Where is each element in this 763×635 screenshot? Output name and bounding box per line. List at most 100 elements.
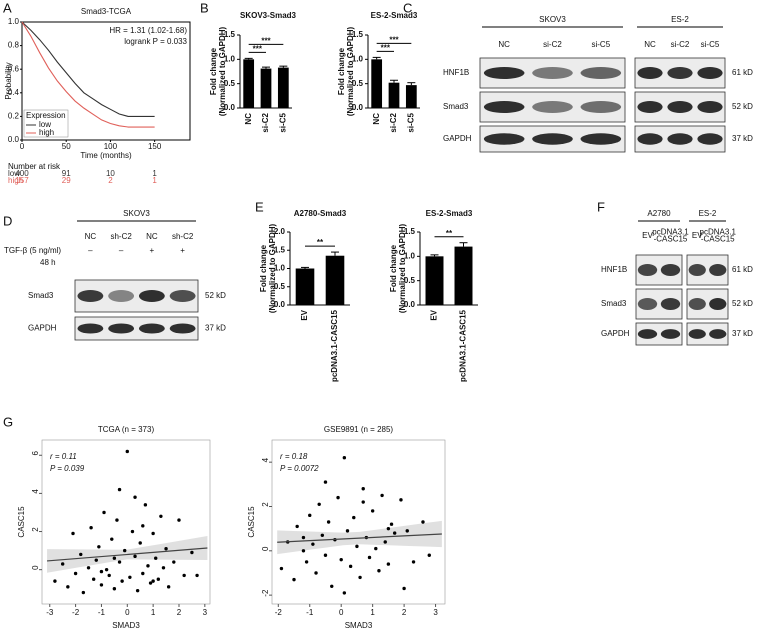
annotation: r = 0.18 [280,452,308,461]
y-axis-label: Fold change [337,47,346,95]
lane-label: EV [692,231,703,240]
point [386,562,391,566]
x-tick-label: si-C2 [261,112,270,132]
point [89,526,93,530]
point [151,531,155,536]
point [323,480,328,484]
point [141,571,145,576]
y-tick-label: 0.0 [224,103,236,112]
blot-band [637,101,663,113]
y-tick-label: 0 [31,565,40,570]
fit-line [277,533,442,543]
x-tick-label: 3 [433,608,438,617]
point [380,493,384,498]
y-tick-label: 2 [261,502,270,507]
x-tick-label: -1 [98,608,106,617]
point [314,571,318,575]
point [94,558,98,562]
blot-band [637,298,658,310]
point [53,579,57,583]
point [279,566,284,571]
x-tick-label: 150 [148,142,162,151]
point [377,569,381,573]
blot-row-label: HNF1B [443,68,469,77]
lane-label: NC [146,232,158,241]
y-tick-label: 0.0 [352,103,364,112]
point [317,502,321,506]
x-tick-label: 0 [125,608,130,617]
point [292,577,296,582]
blot-band [688,298,706,310]
x-tick-label: 3 [203,608,208,617]
annotation: logrank P = 0.033 [124,37,187,46]
bar [277,67,289,108]
y-axis-label: (Normalized to GAPDH) [218,27,227,117]
lane-label: sh-C2 [110,232,132,241]
blot-size-label: 61 kD [732,265,753,274]
point [301,535,306,540]
blot-band [138,290,165,302]
y-tick-label: 2 [31,527,40,532]
x-tick-label: EV [430,309,439,320]
point [427,553,431,557]
blot-band [77,290,104,302]
point [358,575,362,580]
blot-row-label: Smad3 [28,291,54,300]
km-curve [21,21,155,117]
risk-row-label: high [8,176,23,185]
x-tick-label: -2 [275,608,283,617]
y-tick-label: 0.0 [404,300,416,309]
point [386,526,391,531]
x-tick-label: NC [372,113,381,125]
point [172,560,176,564]
blot-band [483,133,525,145]
point [128,575,132,580]
blot-band [532,67,573,79]
chart-title: ES-2-Smad3 [426,209,473,218]
chart-title: TCGA (n = 373) [98,425,155,434]
x-tick-label: 100 [104,142,118,151]
point [159,514,163,518]
blot-row-label: GAPDH [601,329,630,338]
risk-value: 400 [15,169,29,178]
point [166,585,171,589]
point [102,510,106,515]
y-tick-label: 0.6 [8,64,20,73]
point [323,553,328,557]
blot-band [709,298,727,310]
point [361,487,365,491]
blot-band [637,133,663,145]
chart-title: SKOV3-Smad3 [240,11,297,20]
point [66,585,70,589]
x-tick-label: EV [300,309,309,320]
lane-label: NC [85,232,97,241]
point [154,556,158,560]
significance-label: *** [253,44,263,53]
lane-label: si-C5 [701,40,720,49]
blot-row-label: GAPDH [443,134,472,143]
lane-label: NC [498,40,510,49]
blot-band [709,264,727,276]
risk-row-label: low [8,169,20,178]
point [110,537,114,541]
lane-label: sh-C2 [172,232,194,241]
blot-row-label: Smad3 [601,299,627,308]
x-tick-label: -2 [72,608,80,617]
blot-band [637,329,658,339]
blot-band [697,101,723,113]
treatment-label: 48 h [40,258,56,267]
risk-value: 157 [15,176,29,185]
y-axis-label: (Normalized to GAPDH) [268,224,277,314]
y-tick-label: 2.0 [274,227,286,236]
bar [388,82,400,108]
y-tick-label: 0.0 [274,300,286,309]
point [339,557,343,562]
risk-title: Number at risk [8,162,61,171]
x-tick-label: 1 [370,608,375,617]
point [161,566,166,570]
lane-label: NC [644,40,656,49]
y-tick-label: 1.0 [404,251,416,260]
y-tick-label: 0.5 [224,79,236,88]
treatment-sign: – [119,246,124,255]
